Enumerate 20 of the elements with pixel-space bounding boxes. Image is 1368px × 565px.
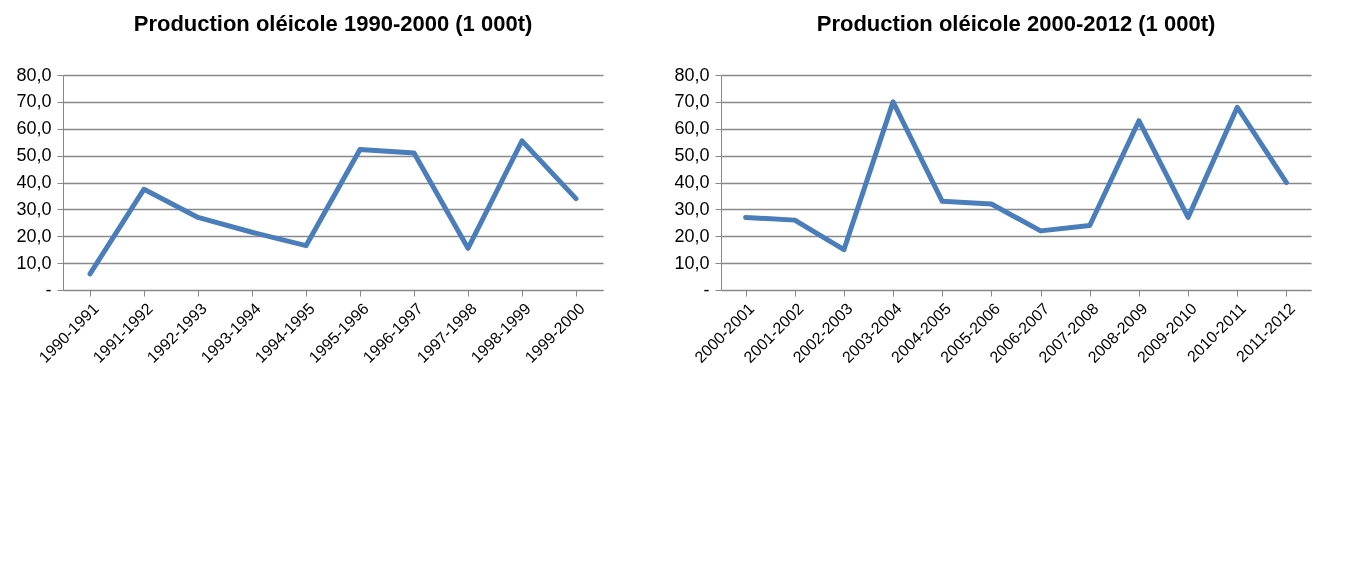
y-tick-label: 70,0	[674, 91, 710, 112]
y-tick-label: 70,0	[16, 91, 52, 112]
y-tick-label: 40,0	[16, 172, 52, 192]
y-tick-label: -	[45, 279, 52, 300]
y-tick-label: 30,0	[16, 198, 52, 219]
chart-title: Production oléicole 1990-2000 (1 000t)	[133, 11, 533, 36]
y-tick-label: 50,0	[674, 145, 710, 166]
y-tick-label: 20,0	[674, 225, 710, 246]
y-tick-label: 60,0	[16, 118, 52, 139]
y-tick-label: 10,0	[674, 252, 710, 273]
y-tick-label: 80,0	[674, 64, 710, 85]
y-tick-label: 40,0	[674, 172, 710, 192]
y-tick-label: -	[703, 279, 710, 300]
y-tick-label: 50,0	[16, 145, 52, 166]
y-tick-label: 60,0	[674, 118, 710, 139]
y-tick-label: 80,0	[16, 64, 52, 85]
y-tick-label: 10,0	[16, 252, 52, 273]
chart-title: Production oléicole 2000-2012 (1 000t)	[816, 11, 1216, 36]
y-tick-label: 30,0	[674, 198, 710, 219]
y-tick-label: 20,0	[16, 225, 52, 246]
